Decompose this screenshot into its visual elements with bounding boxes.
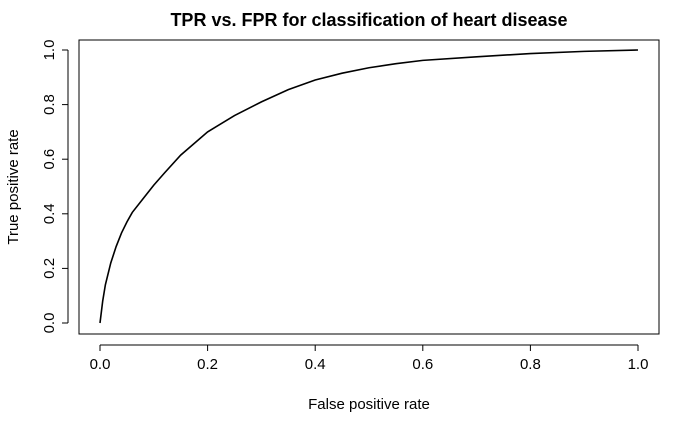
x-tick-label: 0.8	[520, 356, 541, 373]
x-tick-label: 0.2	[197, 356, 218, 373]
x-axis-label: False positive rate	[308, 396, 430, 413]
y-axis-label: True positive rate	[5, 129, 22, 244]
x-axis: 0.0 0.2 0.4 0.6 0.8 1.0	[90, 344, 649, 373]
x-tick-label: 0.4	[305, 356, 326, 373]
chart-title: TPR vs. FPR for classification of heart …	[170, 10, 567, 30]
y-tick-label: 0.2	[41, 258, 58, 279]
x-tick-label: 0.6	[412, 356, 433, 373]
y-tick-label: 0.0	[41, 313, 58, 334]
y-tick-label: 0.8	[41, 94, 58, 115]
x-tick-label: 0.0	[90, 356, 111, 373]
y-tick-label: 1.0	[41, 40, 58, 61]
y-tick-label: 0.6	[41, 149, 58, 170]
plot-frame	[78, 39, 660, 335]
roc-curve-line	[99, 49, 639, 324]
y-tick-label: 0.4	[41, 203, 58, 224]
y-axis: 0.0 0.2 0.4 0.6 0.8 1.0	[41, 40, 69, 334]
x-tick-label: 1.0	[628, 356, 649, 373]
